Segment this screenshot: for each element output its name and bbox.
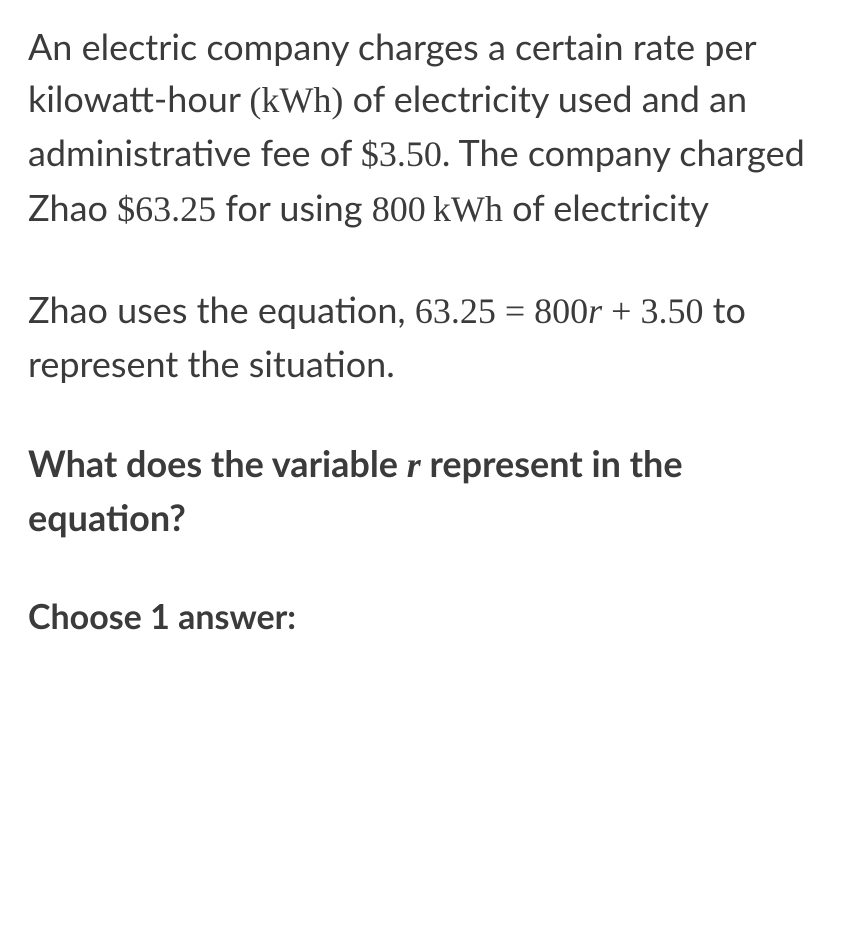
p1-text-5: of electricity (503, 185, 709, 229)
p1-unit-open: ( (249, 80, 261, 120)
p1-unit-kwh: kWh (261, 80, 331, 120)
p2-text-1: Zhao uses the equation, (28, 287, 415, 331)
problem-container: An electric company charges a certain ra… (0, 0, 845, 661)
eq-var-r: r (588, 291, 602, 331)
q-text-1: What does the variable (28, 441, 407, 485)
paragraph-2: Zhao uses the equation, 63.25 = 800r + 3… (28, 283, 845, 389)
choose-prompt: Choose 1 answer: (28, 592, 845, 641)
eq-coef: 800 (534, 291, 588, 331)
p1-unit-close: ) (331, 80, 343, 120)
p1-total: $63.25 (117, 189, 216, 229)
p1-usage: 800 kWh (372, 189, 503, 229)
eq-equals: = (496, 291, 534, 331)
paragraph-1: An electric company charges a certain ra… (28, 20, 845, 235)
q-var-r: r (407, 445, 421, 485)
p1-fee: $3.50 (361, 134, 442, 174)
question-paragraph: What does the variable r represent in th… (28, 437, 845, 543)
eq-lhs: 63.25 (415, 291, 496, 331)
eq-const: 3.50 (640, 291, 703, 331)
p1-text-4: for using (216, 185, 372, 229)
eq-plus: + (602, 291, 640, 331)
